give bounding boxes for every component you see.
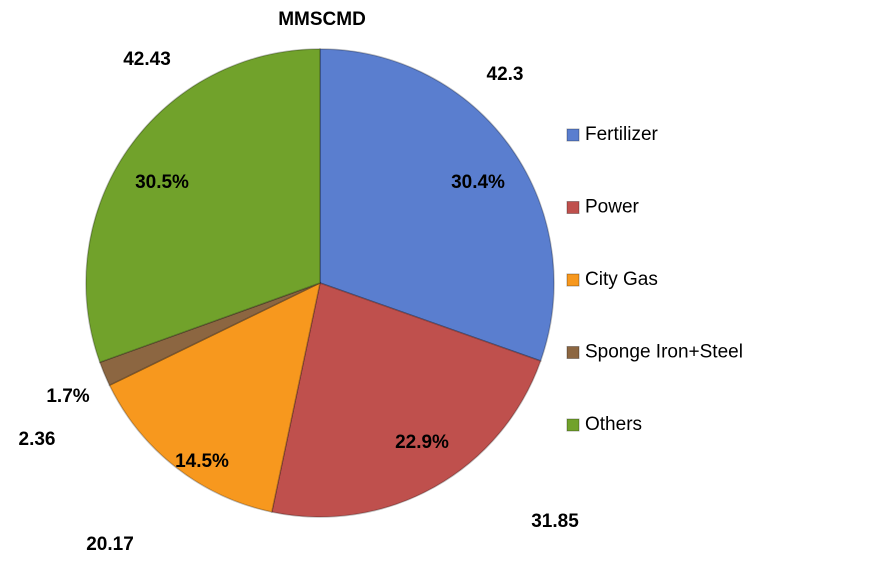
legend-label: Fertilizer bbox=[585, 124, 659, 145]
percent-label: 30.5% bbox=[135, 172, 189, 193]
legend-label: City Gas bbox=[585, 269, 658, 290]
value-label: 31.85 bbox=[531, 511, 579, 532]
percent-label: 30.4% bbox=[451, 172, 505, 193]
value-label: 42.43 bbox=[123, 49, 171, 70]
pie-slice bbox=[319, 48, 555, 362]
legend-label: Sponge Iron+Steel bbox=[585, 342, 743, 363]
value-label: 42.3 bbox=[487, 64, 524, 85]
value-label: 2.36 bbox=[19, 429, 56, 450]
legend-swatch bbox=[566, 273, 580, 287]
legend-label: Power bbox=[585, 197, 640, 218]
pie-slice bbox=[270, 282, 542, 518]
percent-label: 14.5% bbox=[175, 451, 229, 472]
legend-label: Others bbox=[585, 414, 642, 435]
pie-slice bbox=[85, 48, 321, 364]
pie-slice bbox=[108, 281, 322, 513]
legend-swatch bbox=[566, 128, 580, 142]
percent-label: 22.9% bbox=[395, 432, 449, 453]
value-label: 20.17 bbox=[86, 534, 134, 555]
legend-swatch bbox=[566, 418, 580, 432]
legend-swatch bbox=[566, 201, 580, 214]
chart-title: MMSCMD bbox=[278, 9, 366, 30]
pie-slice bbox=[98, 282, 321, 387]
legend-swatch bbox=[566, 346, 580, 359]
percent-label: 1.7% bbox=[46, 386, 89, 407]
